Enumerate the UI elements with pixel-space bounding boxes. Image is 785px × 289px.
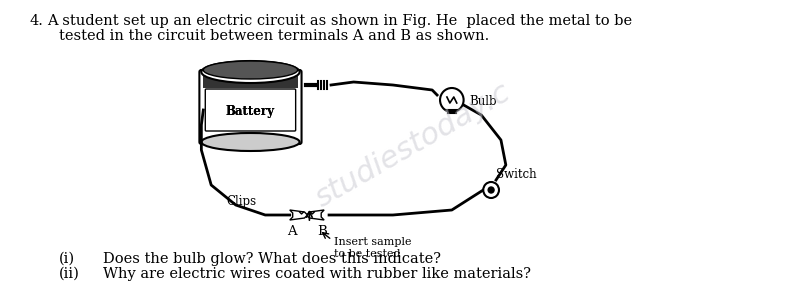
Text: A student set up an electric circuit as shown in Fig. He  placed the metal to be: A student set up an electric circuit as …: [47, 14, 632, 28]
Text: Bulb: Bulb: [469, 95, 497, 108]
Text: Clips: Clips: [226, 195, 256, 208]
Bar: [203, 70, 298, 88]
Circle shape: [484, 182, 499, 198]
Text: studiestoday.c: studiestoday.c: [310, 77, 515, 213]
Polygon shape: [306, 210, 324, 220]
Ellipse shape: [202, 61, 300, 83]
Text: Battery: Battery: [226, 105, 275, 118]
Text: (ii): (ii): [59, 267, 80, 281]
Polygon shape: [290, 210, 308, 220]
Text: (i): (i): [59, 252, 75, 266]
FancyBboxPatch shape: [199, 70, 301, 144]
Text: Battery: Battery: [226, 105, 275, 118]
Ellipse shape: [202, 133, 300, 151]
Text: Why are electric wires coated with rubber like materials?: Why are electric wires coated with rubbe…: [103, 267, 531, 281]
Text: A: A: [287, 225, 297, 238]
Circle shape: [488, 187, 494, 193]
FancyBboxPatch shape: [206, 89, 296, 131]
Circle shape: [440, 88, 464, 112]
Text: tested in the circuit between terminals A and B as shown.: tested in the circuit between terminals …: [59, 29, 489, 43]
Text: 4.: 4.: [30, 14, 43, 28]
Text: Does the bulb glow? What does this indicate?: Does the bulb glow? What does this indic…: [103, 252, 441, 266]
Ellipse shape: [203, 61, 298, 79]
Text: Switch: Switch: [496, 168, 537, 181]
Text: B: B: [317, 225, 327, 238]
Text: Insert sample
to be tested: Insert sample to be tested: [334, 237, 411, 259]
